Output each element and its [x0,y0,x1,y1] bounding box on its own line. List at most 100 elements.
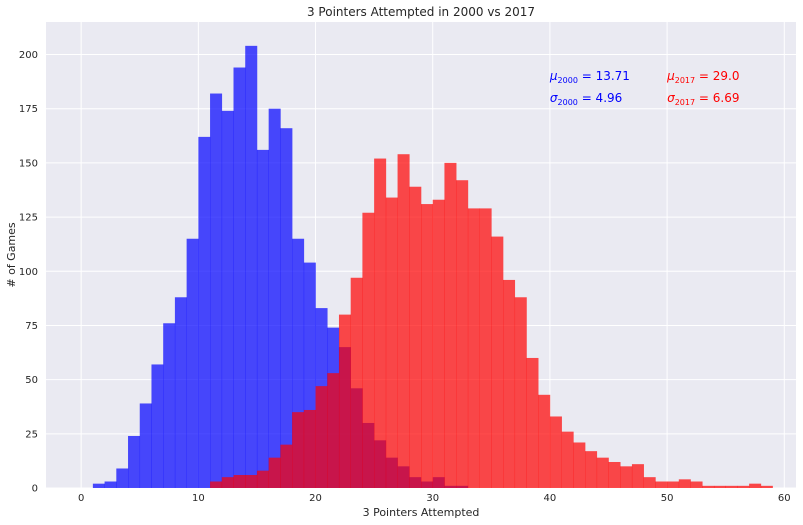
bar-2000-bin-12 [221,110,234,489]
bar-2017-bin-35 [491,236,504,488]
bar-2017-bin-31 [444,162,457,488]
bar-2000-bin-17 [280,128,293,488]
bar-2000-bin-9 [186,238,199,488]
bar-2017-bin-43 [585,451,598,488]
bar-2000-bin-1 [92,483,105,488]
y-tick-label: 25 [25,429,38,440]
bar-2017-bin-56 [737,485,750,488]
bar-2017-bin-27 [397,154,410,488]
x-tick-label: 40 [544,493,557,504]
x-tick-label: 50 [661,493,674,504]
bar-2017-bin-47 [631,464,644,488]
bar-2000-bin-16 [268,108,281,488]
annotation-sigma2000: σ2000 = 4.96 [550,91,622,107]
bar-2017-bin-29 [421,204,434,488]
annotation-symbol: σ [667,91,675,105]
bar-2017-bin-24 [362,212,375,489]
annotation-mu2017: μ2017 = 29.0 [666,69,739,85]
bar-2017-bin-19 [303,409,316,488]
y-tick-label: 175 [19,104,38,115]
x-tick-label: 60 [778,493,791,504]
bar-2017-bin-16 [268,457,281,488]
bar-2017-bin-12 [221,477,234,488]
bar-2000-bin-10 [198,136,211,488]
bar-2017-bin-45 [608,461,621,488]
y-tick-label: 150 [19,158,38,169]
x-tick-label: 20 [309,493,322,504]
annotation-value: = 4.96 [578,91,622,105]
bar-2000-bin-6 [151,364,164,488]
annotation-symbol: σ [550,91,558,105]
bar-2000-bin-13 [233,67,246,488]
bar-2017-bin-32 [456,180,469,488]
bar-2017-bin-51 [678,479,691,488]
bar-2017-bin-22 [338,314,351,488]
chart-title: 3 Pointers Attempted in 2000 vs 2017 [307,5,535,19]
bar-2000-bin-2 [104,481,117,488]
bar-2000-bin-14 [245,45,258,489]
annotation-sigma2017: σ2017 = 6.69 [667,91,739,107]
y-tick-label: 75 [25,321,38,332]
y-tick-labels: 0 25 50 75 100 125 150 175 200 [19,50,38,494]
annotation-subscript: 2017 [675,76,695,85]
bar-2000-bin-15 [256,149,269,488]
bar-2017-bin-26 [385,197,398,488]
bar-2017-bin-46 [620,466,633,488]
bar-2017-bin-49 [655,481,668,488]
y-axis-label: # of Games [5,222,18,288]
bar-2017-bin-48 [643,477,656,488]
bar-2000-bin-8 [174,297,187,488]
annotation-symbol: μ [549,69,558,83]
bar-2017-bin-25 [374,158,387,489]
x-tick-label: 10 [192,493,205,504]
bar-2017-bin-13 [233,474,246,488]
y-tick-label: 200 [19,50,38,61]
y-tick-label: 50 [25,375,38,386]
bar-2017-bin-23 [350,277,363,488]
bar-2017-bin-52 [690,481,703,488]
bar-2017-bin-54 [713,485,726,488]
bar-2000-bin-3 [116,468,129,488]
bar-2017-bin-55 [725,485,738,488]
bar-2000-bin-5 [139,403,152,488]
x-tick-label: 30 [426,493,439,504]
bar-2017-bin-38 [526,357,539,488]
x-axis-label: 3 Pointers Attempted [363,506,480,519]
bar-2017-bin-39 [538,394,551,488]
x-tick-label: 0 [78,493,84,504]
x-tick-labels: 0 10 20 30 40 50 60 [78,493,791,504]
annotation-subscript: 2000 [558,76,578,85]
bar-2017-bin-53 [702,485,715,488]
annotation-mu2000: μ2000 = 13.71 [549,69,630,85]
bar-2017-bin-14 [245,474,258,488]
bar-2017-bin-18 [292,412,305,488]
bar-2017-bin-33 [467,208,480,488]
bar-2017-bin-21 [327,373,340,488]
annotation-value: = 6.69 [695,91,739,105]
bar-2017-bin-41 [561,431,574,488]
bar-2017-bin-30 [432,199,445,489]
annotation-subscript: 2000 [558,98,578,107]
annotation-symbol: μ [666,69,675,83]
bar-2000-bin-11 [210,93,223,489]
bar-2017-bin-50 [667,481,680,488]
bar-2017-bin-44 [596,457,609,488]
bar-2017-bin-34 [479,208,492,488]
annotation-value: = 13.71 [578,69,630,83]
y-tick-label: 0 [32,484,38,495]
y-tick-label: 125 [19,213,38,224]
bar-2017-bin-20 [315,386,328,488]
bar-2017-bin-36 [503,279,516,488]
annotation-value: = 29.0 [695,69,739,83]
bar-2017-bin-40 [549,416,562,488]
bar-2017-bin-42 [573,442,586,488]
bar-2000-bin-4 [128,435,141,488]
bar-2017-bin-28 [409,186,422,488]
bar-2017-bin-17 [280,444,293,488]
bar-2017-bin-11 [210,481,223,488]
y-tick-label: 100 [19,267,38,278]
series-2017-bars [210,154,773,489]
bar-2000-bin-7 [163,323,176,488]
